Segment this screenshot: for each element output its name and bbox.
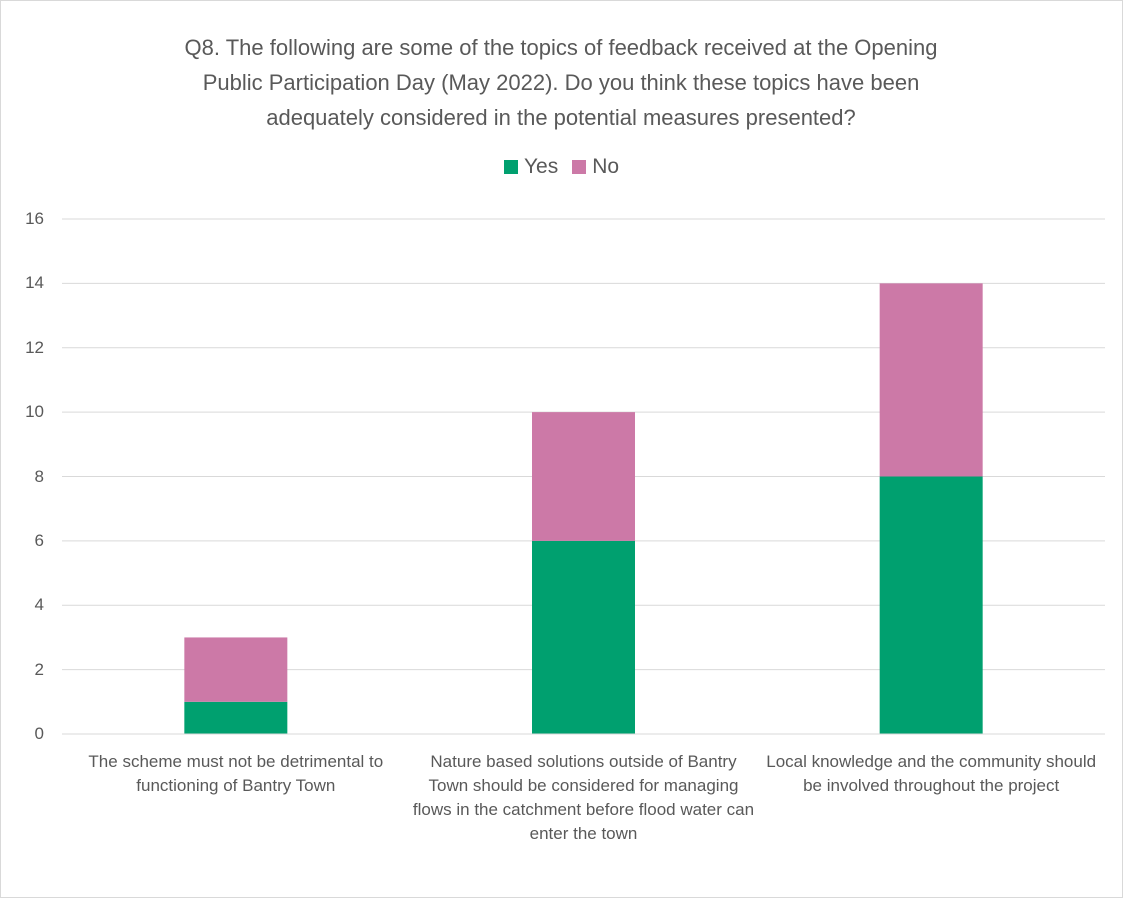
legend-swatch <box>503 160 518 174</box>
y-tick-label: 4 <box>34 595 44 615</box>
y-tick-label: 2 <box>34 659 44 679</box>
legend-label: Yes <box>523 155 559 178</box>
y-tick-label: 6 <box>34 530 44 550</box>
bar-segment <box>532 540 635 734</box>
bar-segment <box>184 701 288 734</box>
legend-item: Yes <box>503 155 559 179</box>
x-tick-label: Local knowledge and the community should… <box>766 752 1097 795</box>
legend-swatch <box>572 160 587 174</box>
bar-segment <box>184 637 288 702</box>
y-tick-label: 8 <box>34 466 44 486</box>
y-tick-label: 0 <box>34 724 44 743</box>
bar-segment <box>532 412 635 541</box>
y-tick-label: 16 <box>25 209 44 228</box>
legend-label: No <box>592 155 620 178</box>
legend-item: No <box>572 155 619 179</box>
x-tick-label: Nature based solutions outside of Bantry… <box>412 752 755 843</box>
bar-segment <box>879 476 983 734</box>
y-tick-label: 12 <box>25 337 44 357</box>
y-tick-label: 14 <box>25 273 44 293</box>
x-tick-label: The scheme must not be detrimental to fu… <box>88 752 384 795</box>
bar-segment <box>879 283 983 477</box>
legend: Yes No <box>0 155 1123 179</box>
chart-title: Q8. The following are some of the topics… <box>184 35 938 130</box>
y-tick-label: 10 <box>25 402 44 422</box>
